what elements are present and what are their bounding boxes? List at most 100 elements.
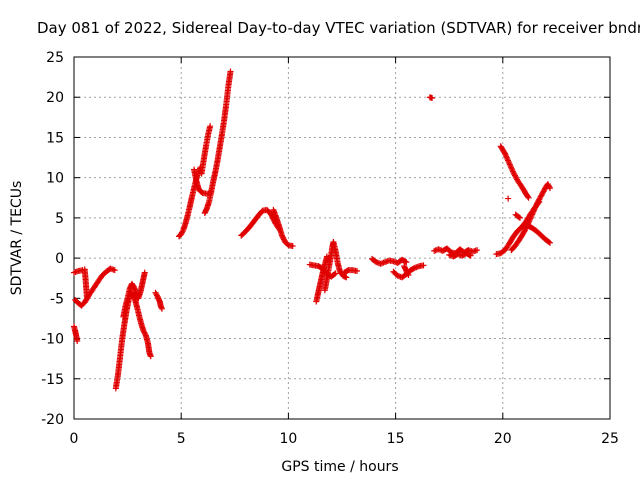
data-point-marker — [516, 214, 523, 221]
series-arc-02d — [201, 68, 234, 217]
series-arc-02 — [176, 164, 204, 240]
data-point-marker — [505, 157, 512, 164]
y-tick-label: 20 — [46, 90, 64, 106]
data-point-marker — [403, 259, 410, 266]
data-point-marker — [429, 95, 436, 102]
data-point-marker — [531, 205, 538, 212]
data-point-marker — [526, 218, 533, 225]
data-point-marker — [207, 123, 214, 130]
y-tick-label: 0 — [55, 251, 64, 267]
series-arc-00b — [71, 323, 81, 344]
x-tick-label: 10 — [279, 431, 297, 447]
data-point-marker — [529, 211, 536, 218]
data-point-marker — [508, 164, 515, 171]
series-arc-05c — [401, 263, 412, 279]
x-tick-label: 15 — [387, 431, 405, 447]
data-point-marker — [530, 208, 537, 215]
data-point-marker — [504, 156, 511, 163]
series-arc-01 — [112, 289, 154, 392]
y-tick-label: 5 — [55, 211, 64, 227]
y-tick-label: -20 — [41, 412, 64, 428]
data-point-marker — [505, 195, 512, 202]
data-point-marker — [509, 167, 516, 174]
y-tick-label: -10 — [41, 332, 64, 348]
data-point-marker — [343, 274, 350, 281]
data-point-marker — [402, 258, 409, 265]
data-point-marker — [467, 252, 474, 259]
data-point-marker — [546, 183, 553, 190]
data-point-marker — [420, 262, 427, 269]
data-point-marker — [404, 270, 411, 277]
data-point-marker — [503, 153, 510, 160]
data-point-marker — [532, 203, 539, 210]
data-point-marker — [506, 160, 513, 167]
x-tick-label: 5 — [177, 431, 186, 447]
data-point-marker — [527, 214, 534, 221]
axis-ticks: 0 5 10 15 20 25 -20 -15 -10 -5 0 5 10 15 20 25 — [41, 50, 619, 447]
series-arc-08f — [525, 222, 553, 246]
series-arc-06 — [426, 94, 436, 102]
data-point-marker — [515, 214, 522, 221]
series-arc-02b — [191, 166, 215, 197]
plot-area-frame — [73, 56, 611, 420]
x-axis-label: GPS time / hours — [281, 459, 398, 475]
series-arc-08b — [497, 143, 532, 201]
data-point-marker — [529, 210, 536, 217]
data-point-marker — [141, 269, 148, 276]
y-tick-label: 15 — [46, 130, 64, 146]
data-point-marker — [332, 270, 339, 277]
data-point-marker — [532, 204, 539, 211]
series-arc-01c — [152, 289, 165, 312]
data-point-marker — [502, 151, 509, 158]
data-point-marker — [466, 252, 473, 259]
x-tick-label: 20 — [494, 431, 512, 447]
x-tick-label: 0 — [70, 431, 79, 447]
data-point-marker — [533, 201, 540, 208]
data-point-marker — [503, 154, 510, 161]
data-point-marker — [289, 243, 296, 250]
data-point-marker — [509, 168, 516, 175]
data-point-marker — [227, 68, 234, 75]
data-point-marker — [142, 330, 149, 337]
series-arc-02c — [198, 123, 214, 177]
series-arc-08d — [512, 211, 523, 221]
data-point-marker — [501, 150, 508, 157]
data-markers — [71, 68, 553, 392]
x-tick-label: 25 — [601, 431, 619, 447]
data-point-marker — [474, 247, 481, 254]
series-arc-08e — [508, 181, 553, 254]
series-arc-00d — [81, 266, 90, 300]
data-point-marker — [147, 353, 154, 360]
data-point-marker — [526, 216, 533, 223]
y-axis-label: SDTVAR / TECUs — [9, 181, 25, 296]
series-arc-01b — [120, 269, 148, 320]
data-point-marker — [524, 193, 531, 200]
y-tick-label: 25 — [46, 50, 64, 66]
series-arc-04b — [313, 253, 330, 305]
series-arc-03b — [270, 206, 296, 250]
data-point-marker — [83, 293, 90, 300]
grid — [74, 57, 610, 419]
data-point-marker — [158, 305, 165, 312]
data-point-marker — [111, 267, 118, 274]
y-tick-label: 10 — [46, 171, 64, 187]
data-point-marker — [323, 253, 330, 260]
data-point-marker — [505, 158, 512, 165]
y-tick-label: -15 — [41, 372, 64, 388]
data-point-marker — [531, 207, 538, 214]
data-point-marker — [354, 267, 361, 274]
series-arc-05 — [369, 255, 410, 267]
data-point-marker — [179, 228, 186, 235]
data-point-marker — [546, 185, 553, 192]
data-point-marker — [74, 337, 81, 344]
data-point-marker — [527, 215, 534, 222]
y-tick-label: -5 — [50, 291, 64, 307]
series-arc-00a — [71, 267, 86, 276]
chart-title: Day 081 of 2022, Sidereal Day-to-day VTE… — [37, 19, 640, 37]
data-point-marker — [405, 272, 412, 279]
series-arc-04d — [341, 267, 361, 276]
data-point-marker — [506, 161, 513, 168]
data-point-marker — [528, 212, 535, 219]
data-point-marker — [525, 194, 532, 201]
